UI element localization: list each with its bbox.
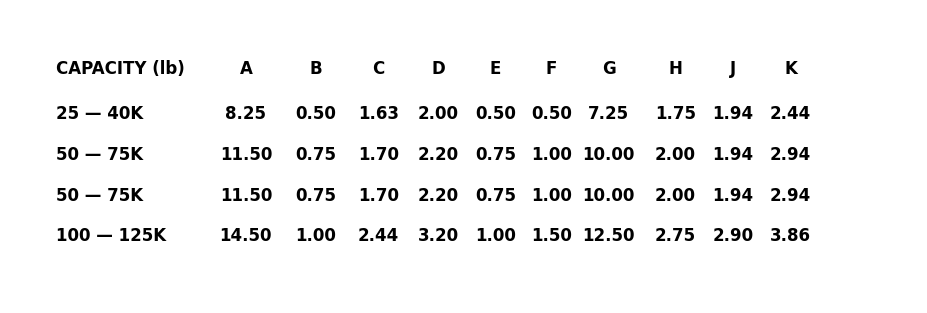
Text: 2.94: 2.94 bbox=[769, 146, 810, 164]
Text: 2.00: 2.00 bbox=[654, 146, 695, 164]
Text: F: F bbox=[545, 60, 556, 78]
Text: A: A bbox=[239, 60, 252, 78]
Text: 1.94: 1.94 bbox=[712, 187, 753, 205]
Text: 0.75: 0.75 bbox=[295, 146, 336, 164]
Text: 1.63: 1.63 bbox=[358, 105, 399, 123]
Text: 1.50: 1.50 bbox=[530, 227, 571, 245]
Text: 2.20: 2.20 bbox=[417, 187, 458, 205]
Text: 2.20: 2.20 bbox=[417, 146, 458, 164]
Text: C: C bbox=[372, 60, 385, 78]
Text: 10.00: 10.00 bbox=[582, 187, 634, 205]
Text: H: H bbox=[668, 60, 681, 78]
Text: 2.75: 2.75 bbox=[654, 227, 695, 245]
Text: 1.94: 1.94 bbox=[712, 105, 753, 123]
Text: 50 — 75K: 50 — 75K bbox=[56, 187, 143, 205]
Text: 14.50: 14.50 bbox=[220, 227, 272, 245]
Text: 8.25: 8.25 bbox=[225, 105, 266, 123]
Text: 2.94: 2.94 bbox=[769, 187, 810, 205]
Text: K: K bbox=[783, 60, 796, 78]
Text: 100 — 125K: 100 — 125K bbox=[56, 227, 166, 245]
Text: 0.50: 0.50 bbox=[475, 105, 515, 123]
Text: D: D bbox=[431, 60, 444, 78]
Text: 1.00: 1.00 bbox=[295, 227, 336, 245]
Text: 1.00: 1.00 bbox=[475, 227, 515, 245]
Text: J: J bbox=[730, 60, 735, 78]
Text: 3.20: 3.20 bbox=[417, 227, 458, 245]
Text: 1.70: 1.70 bbox=[358, 187, 399, 205]
Text: 11.50: 11.50 bbox=[220, 146, 272, 164]
Text: 1.00: 1.00 bbox=[530, 146, 571, 164]
Text: 2.44: 2.44 bbox=[358, 227, 399, 245]
Text: 2.00: 2.00 bbox=[654, 187, 695, 205]
Text: 0.75: 0.75 bbox=[475, 187, 515, 205]
Text: 2.44: 2.44 bbox=[769, 105, 810, 123]
Text: 1.70: 1.70 bbox=[358, 146, 399, 164]
Text: 10.00: 10.00 bbox=[582, 146, 634, 164]
Text: 25 — 40K: 25 — 40K bbox=[56, 105, 143, 123]
Text: 0.75: 0.75 bbox=[295, 187, 336, 205]
Text: G: G bbox=[602, 60, 615, 78]
Text: 1.94: 1.94 bbox=[712, 146, 753, 164]
Text: B: B bbox=[309, 60, 322, 78]
Text: CAPACITY (lb): CAPACITY (lb) bbox=[56, 60, 184, 78]
Text: 2.00: 2.00 bbox=[417, 105, 458, 123]
Text: 0.50: 0.50 bbox=[530, 105, 571, 123]
Text: 11.50: 11.50 bbox=[220, 187, 272, 205]
Text: 50 — 75K: 50 — 75K bbox=[56, 146, 143, 164]
Text: 1.00: 1.00 bbox=[530, 187, 571, 205]
Text: 0.75: 0.75 bbox=[475, 146, 515, 164]
Text: 1.75: 1.75 bbox=[654, 105, 695, 123]
Text: E: E bbox=[489, 60, 501, 78]
Text: 12.50: 12.50 bbox=[582, 227, 634, 245]
Text: 0.50: 0.50 bbox=[295, 105, 336, 123]
Text: 2.90: 2.90 bbox=[712, 227, 753, 245]
Text: 7.25: 7.25 bbox=[588, 105, 629, 123]
Text: 3.86: 3.86 bbox=[769, 227, 810, 245]
